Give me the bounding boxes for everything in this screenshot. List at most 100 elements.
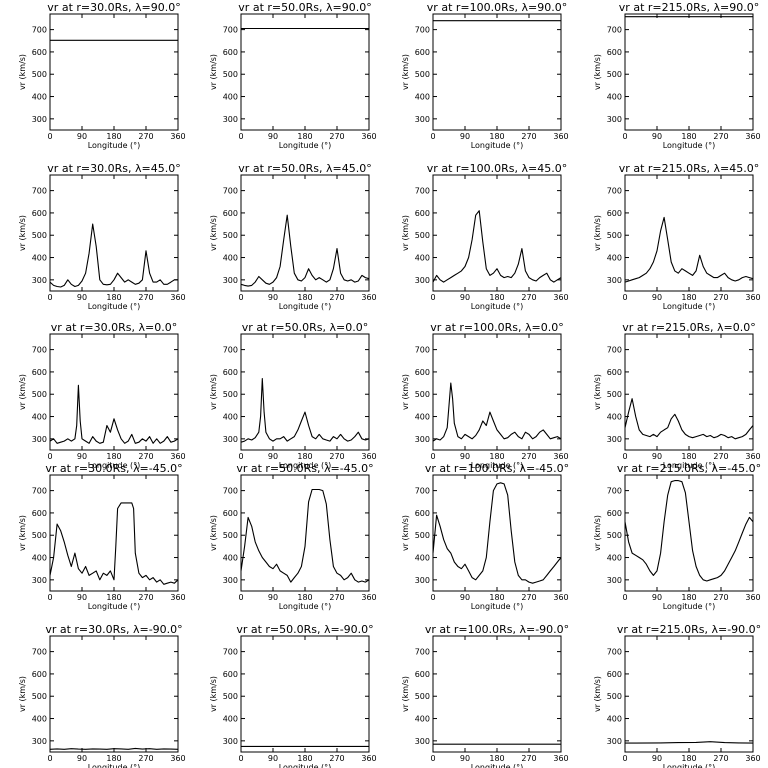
y-tick-label: 600 xyxy=(415,209,430,218)
chart-panel-6: vr at r=50.0Rs, λ=45.0° 0 90 180 270 360 300 40… xyxy=(209,162,377,311)
x-axis-label: Longitude (°) xyxy=(88,302,141,311)
series-line xyxy=(624,741,754,744)
y-axis-label: vr (km/s) xyxy=(18,515,27,551)
chart-panel-11: vr at r=100.0Rs, λ=0.0° 0 90 180 270 360 300 40… xyxy=(401,321,569,470)
y-tick-label: 500 xyxy=(607,70,622,79)
x-tick-label: 360 xyxy=(170,593,185,602)
y-tick-label: 400 xyxy=(415,554,430,563)
y-tick-label: 600 xyxy=(415,48,430,57)
y-axis-label: vr (km/s) xyxy=(593,215,602,251)
y-tick-label: 500 xyxy=(32,531,47,540)
y-tick-label: 600 xyxy=(223,209,238,218)
y-tick-label: 400 xyxy=(223,254,238,263)
y-tick-label: 600 xyxy=(32,48,47,57)
x-tick-label: 270 xyxy=(713,293,728,302)
y-tick-label: 300 xyxy=(223,115,238,124)
y-tick-label: 400 xyxy=(32,93,47,102)
x-tick-label: 180 xyxy=(106,293,121,302)
x-tick-label: 270 xyxy=(138,293,153,302)
x-tick-label: 270 xyxy=(138,754,153,763)
x-tick-label: 180 xyxy=(681,132,696,141)
series-line xyxy=(432,482,562,584)
x-tick-label: 270 xyxy=(138,452,153,461)
x-axis-label: Longitude (°) xyxy=(279,602,332,611)
plot-frame xyxy=(432,474,562,592)
x-tick-label: 270 xyxy=(521,293,536,302)
y-tick-label: 500 xyxy=(32,231,47,240)
y-axis-label: vr (km/s) xyxy=(209,54,218,90)
x-tick-label: 360 xyxy=(170,754,185,763)
chart-title: vr at r=30.0Rs, λ=90.0° xyxy=(47,1,180,14)
x-tick-label: 90 xyxy=(460,754,470,763)
y-axis-label: vr (km/s) xyxy=(209,374,218,410)
y-tick-label: 400 xyxy=(223,413,238,422)
y-tick-label: 700 xyxy=(607,346,622,355)
y-tick-label: 400 xyxy=(223,93,238,102)
x-axis-label: Longitude (°) xyxy=(88,763,141,768)
x-tick-label: 270 xyxy=(329,293,344,302)
y-tick-label: 400 xyxy=(607,413,622,422)
series-line xyxy=(624,398,754,440)
y-tick-label: 300 xyxy=(223,737,238,746)
y-tick-label: 300 xyxy=(607,576,622,585)
plot-frame xyxy=(624,474,754,592)
x-tick-label: 180 xyxy=(681,293,696,302)
y-tick-label: 700 xyxy=(607,487,622,496)
x-tick-label: 180 xyxy=(297,132,312,141)
y-tick-label: 700 xyxy=(607,26,622,35)
x-axis-label: Longitude (°) xyxy=(88,461,141,470)
x-tick-label: 90 xyxy=(77,132,87,141)
y-tick-label: 500 xyxy=(415,70,430,79)
chart-title: vr at r=215.0Rs, λ=-45.0° xyxy=(617,462,761,475)
chart-title: vr at r=215.0Rs, λ=0.0° xyxy=(622,321,755,334)
series-line xyxy=(49,384,179,444)
y-tick-label: 600 xyxy=(223,670,238,679)
x-tick-label: 90 xyxy=(460,132,470,141)
y-tick-label: 300 xyxy=(32,276,47,285)
x-axis-label: Longitude (°) xyxy=(279,141,332,150)
x-tick-label: 270 xyxy=(521,754,536,763)
x-axis-label: Longitude (°) xyxy=(88,602,141,611)
y-tick-label: 300 xyxy=(415,115,430,124)
chart-panel-16: vr at r=215.0Rs, λ=-45.0° 0 90 180 270 360 300… xyxy=(593,462,761,611)
y-tick-label: 500 xyxy=(223,390,238,399)
x-tick-label: 180 xyxy=(297,293,312,302)
y-tick-label: 600 xyxy=(223,48,238,57)
y-axis-label: vr (km/s) xyxy=(18,215,27,251)
y-tick-label: 700 xyxy=(607,187,622,196)
y-tick-label: 700 xyxy=(223,487,238,496)
x-tick-label: 270 xyxy=(713,754,728,763)
y-tick-label: 700 xyxy=(415,187,430,196)
x-tick-label: 180 xyxy=(489,593,504,602)
x-axis-label: Longitude (°) xyxy=(663,461,716,470)
y-tick-label: 600 xyxy=(607,209,622,218)
chart-panel-7: vr at r=100.0Rs, λ=45.0° 0 90 180 270 360 300 4… xyxy=(401,162,569,311)
y-tick-label: 400 xyxy=(32,254,47,263)
y-tick-label: 400 xyxy=(32,554,47,563)
chart-title: vr at r=50.0Rs, λ=90.0° xyxy=(238,1,371,14)
x-tick-label: 0 xyxy=(238,593,243,602)
x-tick-label: 90 xyxy=(77,452,87,461)
y-tick-label: 700 xyxy=(32,487,47,496)
x-tick-label: 270 xyxy=(521,452,536,461)
chart-title: vr at r=215.0Rs, λ=90.0° xyxy=(619,1,759,14)
y-tick-label: 700 xyxy=(223,187,238,196)
chart-title: vr at r=100.0Rs, λ=-45.0° xyxy=(425,462,569,475)
series-line xyxy=(240,214,370,287)
chart-panel-12: vr at r=215.0Rs, λ=0.0° 0 90 180 270 360 300 40… xyxy=(593,321,761,470)
y-tick-label: 700 xyxy=(223,648,238,657)
y-tick-label: 300 xyxy=(223,435,238,444)
x-tick-label: 180 xyxy=(489,293,504,302)
series-line xyxy=(49,223,178,288)
chart-title: vr at r=100.0Rs, λ=90.0° xyxy=(427,1,567,14)
y-axis-label: vr (km/s) xyxy=(18,54,27,90)
plot-frame xyxy=(49,635,179,753)
y-tick-label: 500 xyxy=(32,70,47,79)
x-axis-label: Longitude (°) xyxy=(471,763,524,768)
y-tick-label: 500 xyxy=(223,231,238,240)
y-tick-label: 600 xyxy=(607,509,622,518)
y-tick-label: 600 xyxy=(32,209,47,218)
y-tick-label: 400 xyxy=(415,413,430,422)
x-tick-label: 360 xyxy=(553,754,568,763)
plot-frame xyxy=(240,474,370,592)
